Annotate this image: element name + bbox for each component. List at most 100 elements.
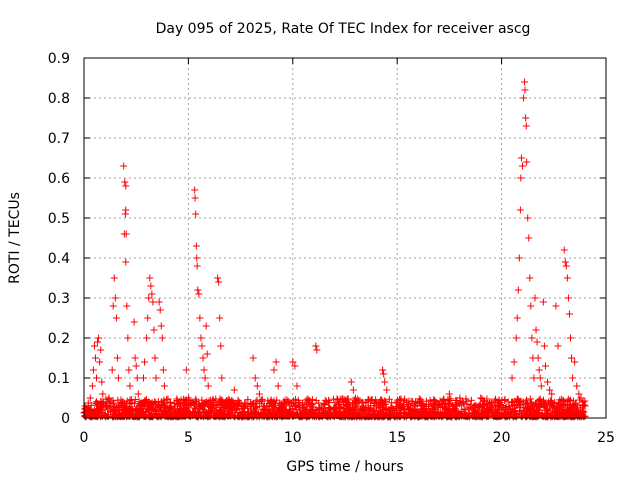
background-point — [396, 401, 404, 409]
y-tick-label: 0.8 — [48, 91, 70, 107]
data-point — [537, 382, 545, 390]
data-point — [132, 362, 140, 370]
background-point — [419, 405, 427, 413]
background-point — [501, 397, 509, 405]
background-point — [382, 397, 390, 405]
background-point — [84, 399, 92, 407]
data-point — [531, 294, 539, 302]
background-point — [145, 399, 153, 407]
data-point — [99, 390, 107, 398]
background-point — [177, 405, 185, 413]
background-point — [397, 397, 405, 405]
background-point — [191, 397, 199, 405]
data-point — [349, 386, 357, 394]
data-point — [521, 86, 529, 94]
data-point — [143, 334, 151, 342]
background-point — [522, 408, 530, 416]
background-point — [540, 403, 548, 411]
background-point — [335, 405, 343, 413]
background-point — [141, 413, 149, 421]
background-point — [97, 413, 105, 421]
data-point — [379, 366, 387, 374]
background-point — [342, 396, 350, 404]
background-point — [506, 405, 514, 413]
x-tick-label: 25 — [597, 430, 615, 446]
background-point — [580, 408, 588, 416]
data-point — [91, 354, 99, 362]
background-point — [445, 399, 453, 407]
background-point — [84, 405, 92, 413]
background-point — [558, 395, 566, 403]
background-point — [330, 403, 338, 411]
background-point — [569, 412, 577, 420]
background-point — [558, 405, 566, 413]
background-point — [407, 397, 415, 405]
data-point — [196, 314, 204, 322]
background-point — [522, 396, 530, 404]
data-point — [111, 294, 119, 302]
data-point — [515, 254, 523, 262]
background-point — [517, 413, 525, 421]
background-point — [156, 404, 164, 412]
background-point — [396, 409, 404, 417]
background-point — [356, 397, 364, 405]
background-point — [357, 406, 365, 414]
data-point — [291, 362, 299, 370]
background-point — [154, 413, 162, 421]
background-point — [240, 401, 248, 409]
background-point — [422, 397, 430, 405]
data-point — [157, 322, 165, 330]
background-point — [107, 402, 115, 410]
background-point — [321, 396, 329, 404]
background-point — [555, 400, 563, 408]
background-point — [115, 404, 123, 412]
background-point — [238, 405, 246, 413]
background-point — [350, 405, 358, 413]
background-point — [131, 400, 139, 408]
background-point — [98, 406, 106, 414]
data-point — [200, 366, 208, 374]
data-point — [201, 374, 209, 382]
background-point — [93, 400, 101, 408]
data-point — [546, 386, 554, 394]
data-point — [150, 326, 158, 334]
background-point — [174, 399, 182, 407]
data-point — [98, 378, 106, 386]
data-point — [198, 342, 206, 350]
background-point — [456, 397, 464, 405]
background-point — [165, 404, 173, 412]
background-point — [197, 403, 205, 411]
background-point — [191, 409, 199, 417]
background-point — [469, 404, 477, 412]
data-point — [112, 314, 120, 322]
data-point — [214, 274, 222, 282]
y-tick-label: 0 — [61, 411, 70, 427]
background-point — [195, 410, 203, 418]
background-point — [502, 403, 510, 411]
background-point — [485, 407, 493, 415]
data-point — [217, 342, 225, 350]
background-point — [415, 395, 423, 403]
data-point — [159, 366, 167, 374]
data-point — [215, 278, 223, 286]
background-point — [374, 399, 382, 407]
data-point — [383, 386, 391, 394]
data-point — [532, 326, 540, 334]
background-point — [352, 411, 360, 419]
y-axis-title: ROTI / TECUs — [7, 192, 23, 284]
data-point — [477, 394, 485, 402]
data-point — [554, 342, 562, 350]
data-point — [93, 374, 101, 382]
data-point — [565, 310, 573, 318]
background-point — [432, 399, 440, 407]
background-point — [401, 395, 409, 403]
background-point — [319, 413, 327, 421]
background-point — [453, 402, 461, 410]
background-point — [184, 401, 192, 409]
background-point — [539, 413, 547, 421]
y-tick-label: 0.3 — [48, 291, 70, 307]
background-point — [124, 409, 132, 417]
background-point — [500, 411, 508, 419]
data-point — [184, 394, 192, 402]
data-point — [145, 294, 153, 302]
